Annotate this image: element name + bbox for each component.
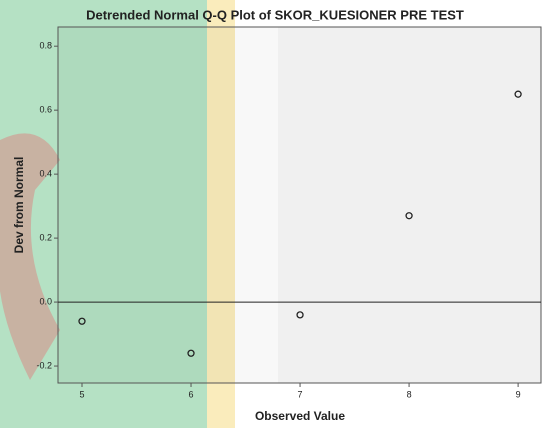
x-tick-label: 7 (298, 389, 303, 399)
y-tick-label: 0.8 (39, 41, 52, 51)
watermark-red (0, 133, 60, 380)
point (187, 349, 195, 357)
x-tick-label: 9 (516, 389, 521, 399)
y-axis-label: Dev from Normal (12, 157, 26, 254)
point (78, 317, 86, 325)
y-tick-label: 0.0 (39, 296, 52, 306)
x-tick-label: 6 (189, 389, 194, 399)
point (514, 90, 522, 98)
x-axis-label: Observed Value (255, 409, 345, 423)
watermark-white (235, 0, 278, 428)
plot-frame (57, 26, 542, 384)
watermark-green (0, 0, 207, 428)
point (296, 311, 304, 319)
chart-title: Detrended Normal Q-Q Plot of SKOR_KUESIO… (86, 7, 464, 22)
y-tick-label: 0.4 (39, 169, 52, 179)
watermark-yellow (207, 0, 235, 428)
x-tick-label: 8 (407, 389, 412, 399)
x-tick-label: 5 (79, 389, 84, 399)
y-tick-label: -0.2 (36, 360, 52, 370)
point (405, 212, 413, 220)
y-tick-label: 0.2 (39, 232, 52, 242)
y-tick-label: 0.6 (39, 105, 52, 115)
